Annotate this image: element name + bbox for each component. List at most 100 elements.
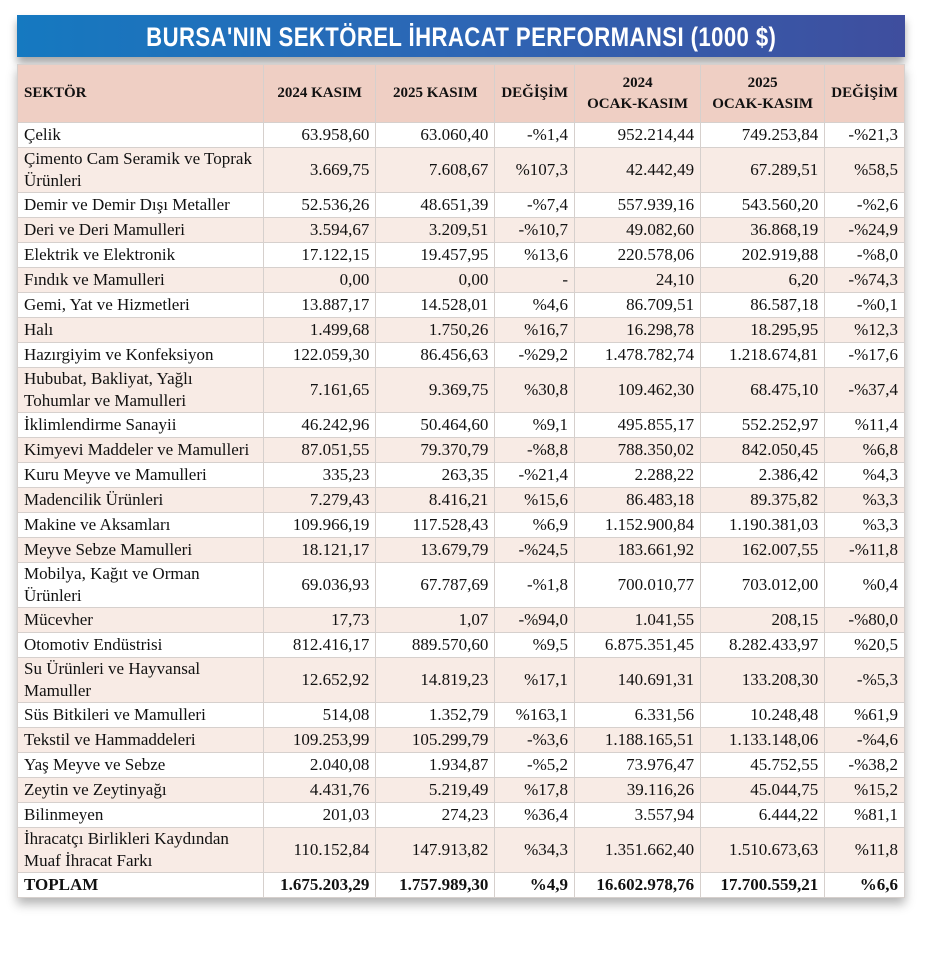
sector-cell: Su Ürünleri ve Hayvansal Mamuller	[17, 657, 264, 703]
value-cell: 16.602.978,76	[574, 872, 702, 898]
table-row: Kimyevi Maddeler ve Mamulleri 87.051,55 79…	[17, 437, 905, 463]
value-cell: %0,4	[824, 562, 905, 608]
value-cell: 117.528,43	[375, 512, 496, 538]
value-cell: %4,9	[494, 872, 576, 898]
value-cell: 1.510.673,63	[700, 827, 826, 873]
sector-cell: Deri ve Deri Mamulleri	[17, 217, 264, 243]
value-cell: -%24,9	[824, 217, 905, 243]
value-cell: 69.036,93	[262, 562, 377, 608]
value-cell: 812.416,17	[262, 632, 377, 658]
value-cell: 14.819,23	[375, 657, 496, 703]
table-row: Hububat, Bakliyat, Yağlı Tohumlar ve Mam…	[17, 367, 905, 413]
value-cell: 24,10	[574, 267, 702, 293]
sector-cell: Hazırgiyim ve Konfeksiyon	[17, 342, 264, 368]
sector-cell: Madencilik Ürünleri	[17, 487, 264, 513]
table-row: Tekstil ve Hammaddeleri 109.253,99 105.299…	[17, 727, 905, 753]
value-cell: 3.669,75	[262, 147, 377, 193]
value-cell: -%21,3	[824, 122, 905, 148]
value-cell: %13,6	[494, 242, 576, 268]
value-cell: 86.456,63	[375, 342, 496, 368]
value-cell: 105.299,79	[375, 727, 496, 753]
value-cell: 109.253,99	[262, 727, 377, 753]
value-cell: 703.012,00	[700, 562, 826, 608]
value-cell: 1.478.782,74	[574, 342, 702, 368]
sector-cell: Mobilya, Kağıt ve Orman Ürünleri	[17, 562, 264, 608]
value-cell: 514,08	[262, 702, 377, 728]
column-header: 2025 KASIM	[375, 64, 496, 123]
value-cell: %36,4	[494, 802, 576, 828]
value-cell: 7.608,67	[375, 147, 496, 193]
table-row: Gemi, Yat ve Hizmetleri 13.887,17 14.528,0…	[17, 292, 905, 318]
value-cell: 122.059,30	[262, 342, 377, 368]
value-cell: 0,00	[375, 267, 496, 293]
value-cell: -%0,1	[824, 292, 905, 318]
value-cell: 109.966,19	[262, 512, 377, 538]
table-row: Demir ve Demir Dışı Metaller 52.536,26 48.…	[17, 192, 905, 218]
value-cell: 557.939,16	[574, 192, 702, 218]
value-cell: 86.709,51	[574, 292, 702, 318]
value-cell: -%94,0	[494, 607, 576, 633]
value-cell: 0,00	[262, 267, 377, 293]
value-cell: -%10,7	[494, 217, 576, 243]
sector-cell: Halı	[17, 317, 264, 343]
value-cell: %58,5	[824, 147, 905, 193]
value-cell: -%17,6	[824, 342, 905, 368]
sector-cell: Bilinmeyen	[17, 802, 264, 828]
value-cell: 7.279,43	[262, 487, 377, 513]
sector-cell: Zeytin ve Zeytinyağı	[17, 777, 264, 803]
sector-cell: Fındık ve Mamulleri	[17, 267, 264, 293]
value-cell: -	[494, 267, 576, 293]
value-cell: %34,3	[494, 827, 576, 873]
sector-cell: Çelik	[17, 122, 264, 148]
value-cell: 1,07	[375, 607, 496, 633]
value-cell: 49.082,60	[574, 217, 702, 243]
value-cell: 1.351.662,40	[574, 827, 702, 873]
value-cell: %20,5	[824, 632, 905, 658]
value-cell: 147.913,82	[375, 827, 496, 873]
value-cell: 45.044,75	[700, 777, 826, 803]
table-row: Mücevher 17,73 1,07 -%94,0 1.041,55 208,15 -%8…	[17, 607, 905, 633]
value-cell: 3.594,67	[262, 217, 377, 243]
value-cell: 1.352,79	[375, 702, 496, 728]
value-cell: %6,9	[494, 512, 576, 538]
value-cell: -%1,8	[494, 562, 576, 608]
sector-cell: Gemi, Yat ve Hizmetleri	[17, 292, 264, 318]
value-cell: 842.050,45	[700, 437, 826, 463]
value-cell: 202.919,88	[700, 242, 826, 268]
value-cell: 67.289,51	[700, 147, 826, 193]
total-row: TOPLAM 1.675.203,29 1.757.989,30 %4,9 16.602…	[17, 872, 905, 898]
table-row: Makine ve Aksamları 109.966,19 117.528,43%…	[17, 512, 905, 538]
value-cell: 19.457,95	[375, 242, 496, 268]
table-row: Kuru Meyve ve Mamulleri 335,23 263,35 -%21,…	[17, 462, 905, 488]
value-cell: 8.416,21	[375, 487, 496, 513]
value-cell: %9,5	[494, 632, 576, 658]
value-cell: 889.570,60	[375, 632, 496, 658]
value-cell: %4,3	[824, 462, 905, 488]
value-cell: 48.651,39	[375, 192, 496, 218]
value-cell: 140.691,31	[574, 657, 702, 703]
value-cell: 2.386,42	[700, 462, 826, 488]
table-row: Madencilik Ürünleri 7.279,43 8.416,21 %15,6…	[17, 487, 905, 513]
value-cell: 700.010,77	[574, 562, 702, 608]
value-cell: 68.475,10	[700, 367, 826, 413]
value-cell: 109.462,30	[574, 367, 702, 413]
value-cell: %61,9	[824, 702, 905, 728]
value-cell: %107,3	[494, 147, 576, 193]
value-cell: -%37,4	[824, 367, 905, 413]
value-cell: 2.040,08	[262, 752, 377, 778]
table-row: Halı 1.499,68 1.750,26 %16,7 16.298,78 18.295…	[17, 317, 905, 343]
value-cell: 133.208,30	[700, 657, 826, 703]
value-cell: %15,2	[824, 777, 905, 803]
value-cell: -%24,5	[494, 537, 576, 563]
value-cell: 4.431,76	[262, 777, 377, 803]
value-cell: 12.652,92	[262, 657, 377, 703]
value-cell: 36.868,19	[700, 217, 826, 243]
value-cell: 46.242,96	[262, 412, 377, 438]
value-cell: 1.757.989,30	[375, 872, 496, 898]
value-cell: 263,35	[375, 462, 496, 488]
value-cell: -%80,0	[824, 607, 905, 633]
value-cell: %6,6	[824, 872, 905, 898]
value-cell: 17.122,15	[262, 242, 377, 268]
page-title: BURSA'NIN SEKTÖREL İHRACAT PERFORMANSI (…	[17, 15, 905, 57]
value-cell: 110.152,84	[262, 827, 377, 873]
